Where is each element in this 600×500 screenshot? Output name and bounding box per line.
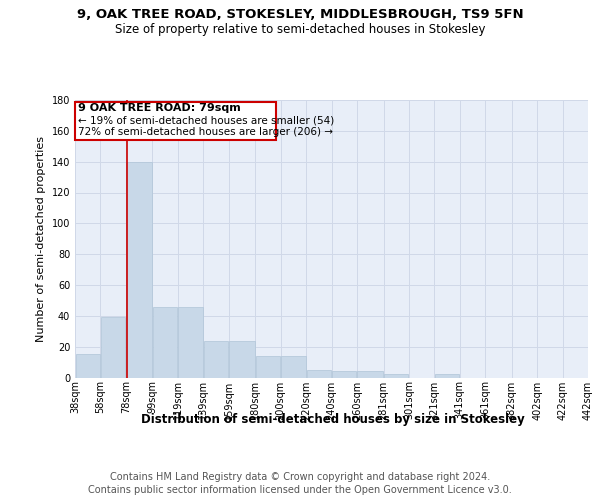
Text: Contains HM Land Registry data © Crown copyright and database right 2024.: Contains HM Land Registry data © Crown c… [110, 472, 490, 482]
Text: Distribution of semi-detached houses by size in Stokesley: Distribution of semi-detached houses by … [141, 412, 525, 426]
Bar [153, 306, 178, 378]
Bar [358, 372, 383, 378]
Bar [76, 354, 100, 378]
Bar [178, 306, 203, 378]
Bar [435, 374, 459, 378]
Bar [307, 370, 331, 378]
Text: Size of property relative to semi-detached houses in Stokesley: Size of property relative to semi-detach… [115, 22, 485, 36]
FancyBboxPatch shape [75, 102, 275, 140]
Bar [127, 162, 152, 378]
Bar [332, 372, 356, 378]
Bar [281, 356, 305, 378]
Bar [229, 340, 255, 378]
Text: 9, OAK TREE ROAD, STOKESLEY, MIDDLESBROUGH, TS9 5FN: 9, OAK TREE ROAD, STOKESLEY, MIDDLESBROU… [77, 8, 523, 20]
Text: 9 OAK TREE ROAD: 79sqm: 9 OAK TREE ROAD: 79sqm [77, 103, 240, 113]
Text: 72% of semi-detached houses are larger (206) →: 72% of semi-detached houses are larger (… [77, 127, 332, 137]
Bar [101, 318, 125, 378]
Bar [256, 356, 280, 378]
Bar [204, 340, 228, 378]
Text: ← 19% of semi-detached houses are smaller (54): ← 19% of semi-detached houses are smalle… [77, 116, 334, 126]
Text: Contains public sector information licensed under the Open Government Licence v3: Contains public sector information licen… [88, 485, 512, 495]
Y-axis label: Number of semi-detached properties: Number of semi-detached properties [36, 136, 46, 342]
Bar [384, 374, 409, 378]
